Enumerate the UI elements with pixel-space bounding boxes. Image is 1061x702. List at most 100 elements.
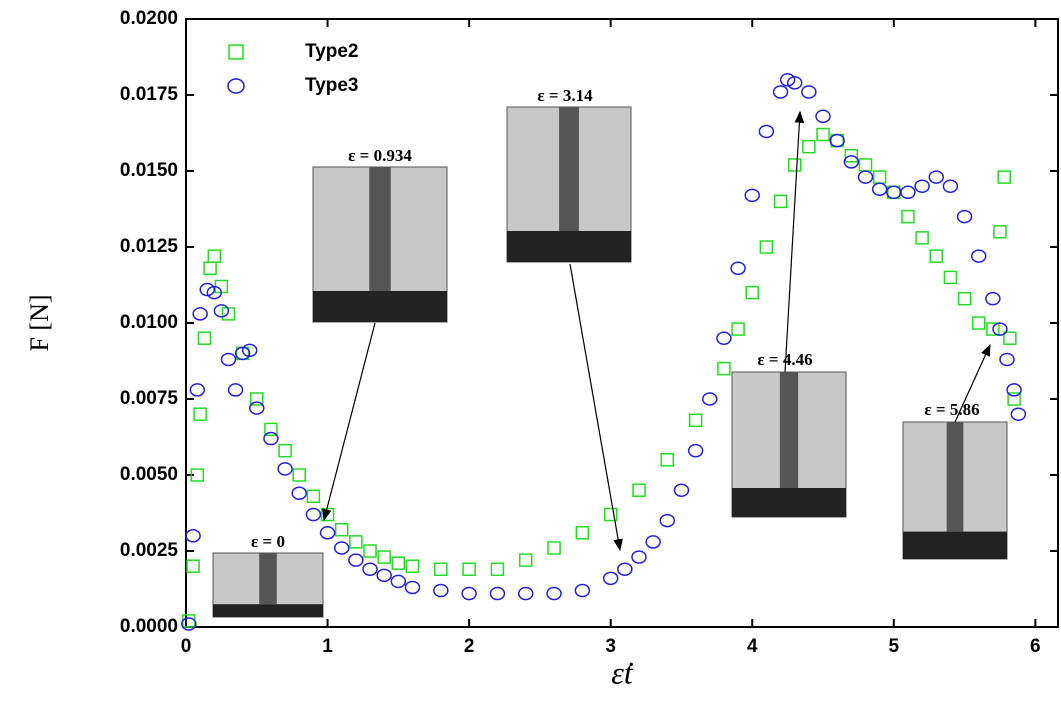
point [758, 124, 775, 139]
legend-label: Type2 [305, 41, 359, 62]
point [844, 149, 859, 163]
point [305, 507, 322, 522]
point [221, 307, 236, 321]
y-tick-label: 0.0050 [120, 464, 178, 485]
point [292, 468, 306, 482]
point [943, 270, 958, 285]
x-tick-label: 0 [181, 636, 192, 657]
point [234, 346, 251, 361]
point [702, 392, 718, 406]
point [461, 586, 477, 601]
inset-filament [259, 553, 277, 605]
point [363, 544, 377, 558]
legend-label: Type3 [305, 75, 359, 96]
annotation-arrow [569, 263, 623, 552]
point [816, 127, 830, 142]
point [730, 261, 746, 276]
point [617, 562, 633, 576]
point [319, 526, 336, 540]
point [787, 158, 802, 172]
y-tick-label: 0.0150 [120, 160, 178, 181]
point [660, 453, 675, 467]
point [659, 513, 676, 528]
annotation-arrow [322, 322, 376, 522]
x-tick-label: 1 [322, 636, 333, 657]
point [858, 158, 873, 172]
point [645, 535, 661, 549]
point [517, 586, 534, 601]
point [405, 559, 420, 573]
point [348, 553, 364, 567]
point [264, 422, 278, 437]
point [1010, 407, 1027, 421]
point [986, 322, 1000, 336]
point [190, 468, 205, 482]
point [333, 541, 350, 555]
point [249, 401, 265, 415]
point [306, 489, 321, 504]
point [404, 580, 421, 595]
x-tick-label: 4 [747, 636, 758, 657]
point [632, 483, 646, 497]
y-tick-label: 0.0200 [120, 8, 178, 29]
point [334, 522, 349, 537]
point [773, 194, 788, 209]
y-tick-label: 0.0100 [120, 312, 178, 333]
inset-filament [559, 107, 579, 231]
y-axis-label: F [N] [25, 294, 54, 351]
x-tick-label: 2 [464, 636, 475, 657]
annotation-label: ε = 3.14 [537, 86, 593, 105]
point [901, 209, 915, 224]
point [744, 188, 760, 203]
point [291, 486, 307, 500]
point [772, 85, 789, 99]
point [186, 559, 200, 573]
x-tick-label: 6 [1030, 636, 1041, 657]
point [575, 526, 590, 540]
point [1003, 331, 1017, 345]
point [631, 550, 647, 564]
point [992, 322, 1008, 336]
inset-shadow [507, 231, 631, 262]
point [199, 282, 215, 297]
point [914, 179, 930, 193]
inset-filament [369, 167, 391, 291]
point [376, 568, 392, 583]
point [362, 562, 378, 576]
y-tick-label: 0.0000 [120, 616, 178, 637]
point [193, 407, 207, 421]
point [250, 392, 264, 406]
annotation-label: ε = 0 [251, 532, 285, 551]
annotation-arrow [954, 343, 991, 423]
inset-shadow [903, 531, 1007, 559]
point [957, 291, 972, 306]
point [872, 170, 887, 184]
point [1007, 392, 1021, 406]
point [207, 249, 222, 263]
point [928, 170, 945, 184]
legend-marker [227, 78, 245, 94]
point [391, 556, 406, 570]
point [871, 182, 888, 196]
point [320, 507, 335, 522]
point [189, 383, 206, 397]
point [547, 541, 561, 555]
point [518, 553, 533, 567]
inset-filament [946, 422, 964, 532]
point [263, 431, 279, 446]
point [673, 483, 690, 497]
point [997, 170, 1011, 184]
legend-marker [228, 44, 244, 60]
point [462, 562, 476, 576]
point [915, 231, 929, 245]
inset-shadow [732, 488, 846, 517]
point [182, 614, 196, 628]
point [206, 285, 223, 300]
point [490, 562, 505, 576]
point [278, 443, 292, 458]
y-tick-label: 0.0175 [120, 84, 179, 105]
y-tick-label: 0.0125 [120, 236, 179, 257]
point [971, 316, 986, 330]
x-tick-label: 5 [889, 636, 900, 657]
